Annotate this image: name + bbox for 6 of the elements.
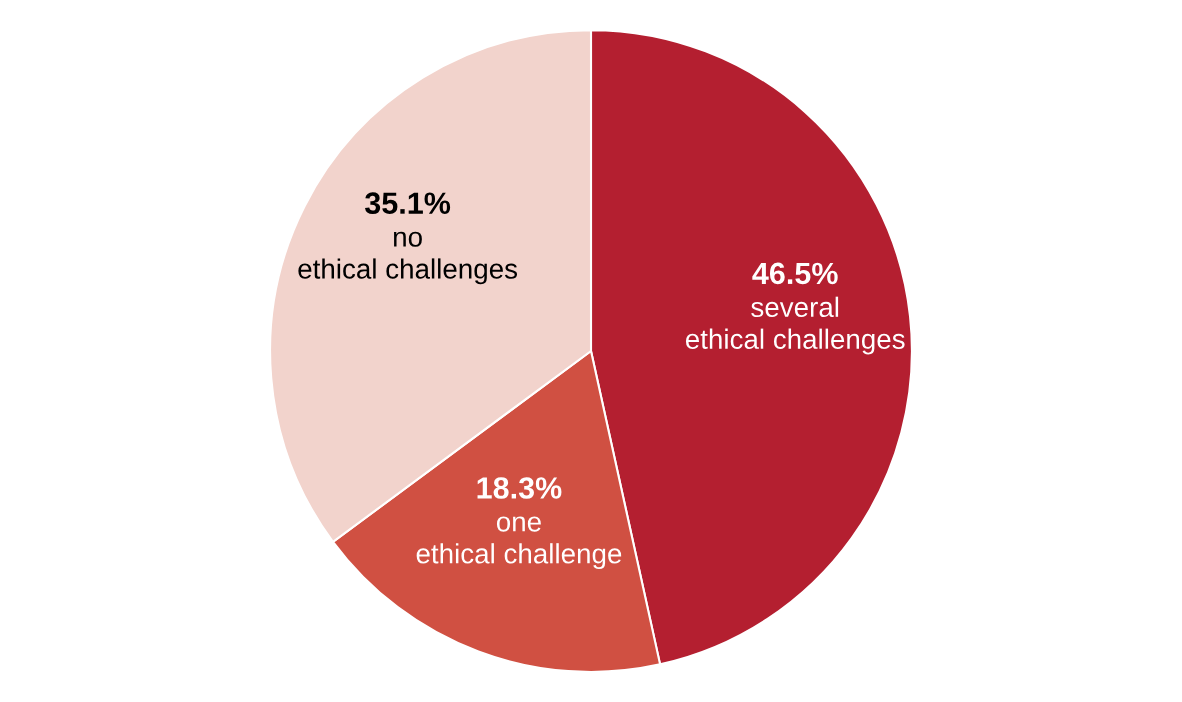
slice-label: no ethical challenges	[298, 231, 518, 285]
data-label: 18.3%	[477, 477, 562, 499]
slice-label: several ethical challenges	[685, 296, 905, 355]
data-label: 35.1%	[364, 192, 451, 215]
slice-label: one ethical challenge	[416, 516, 622, 570]
data-label: 46.5%	[752, 262, 838, 285]
